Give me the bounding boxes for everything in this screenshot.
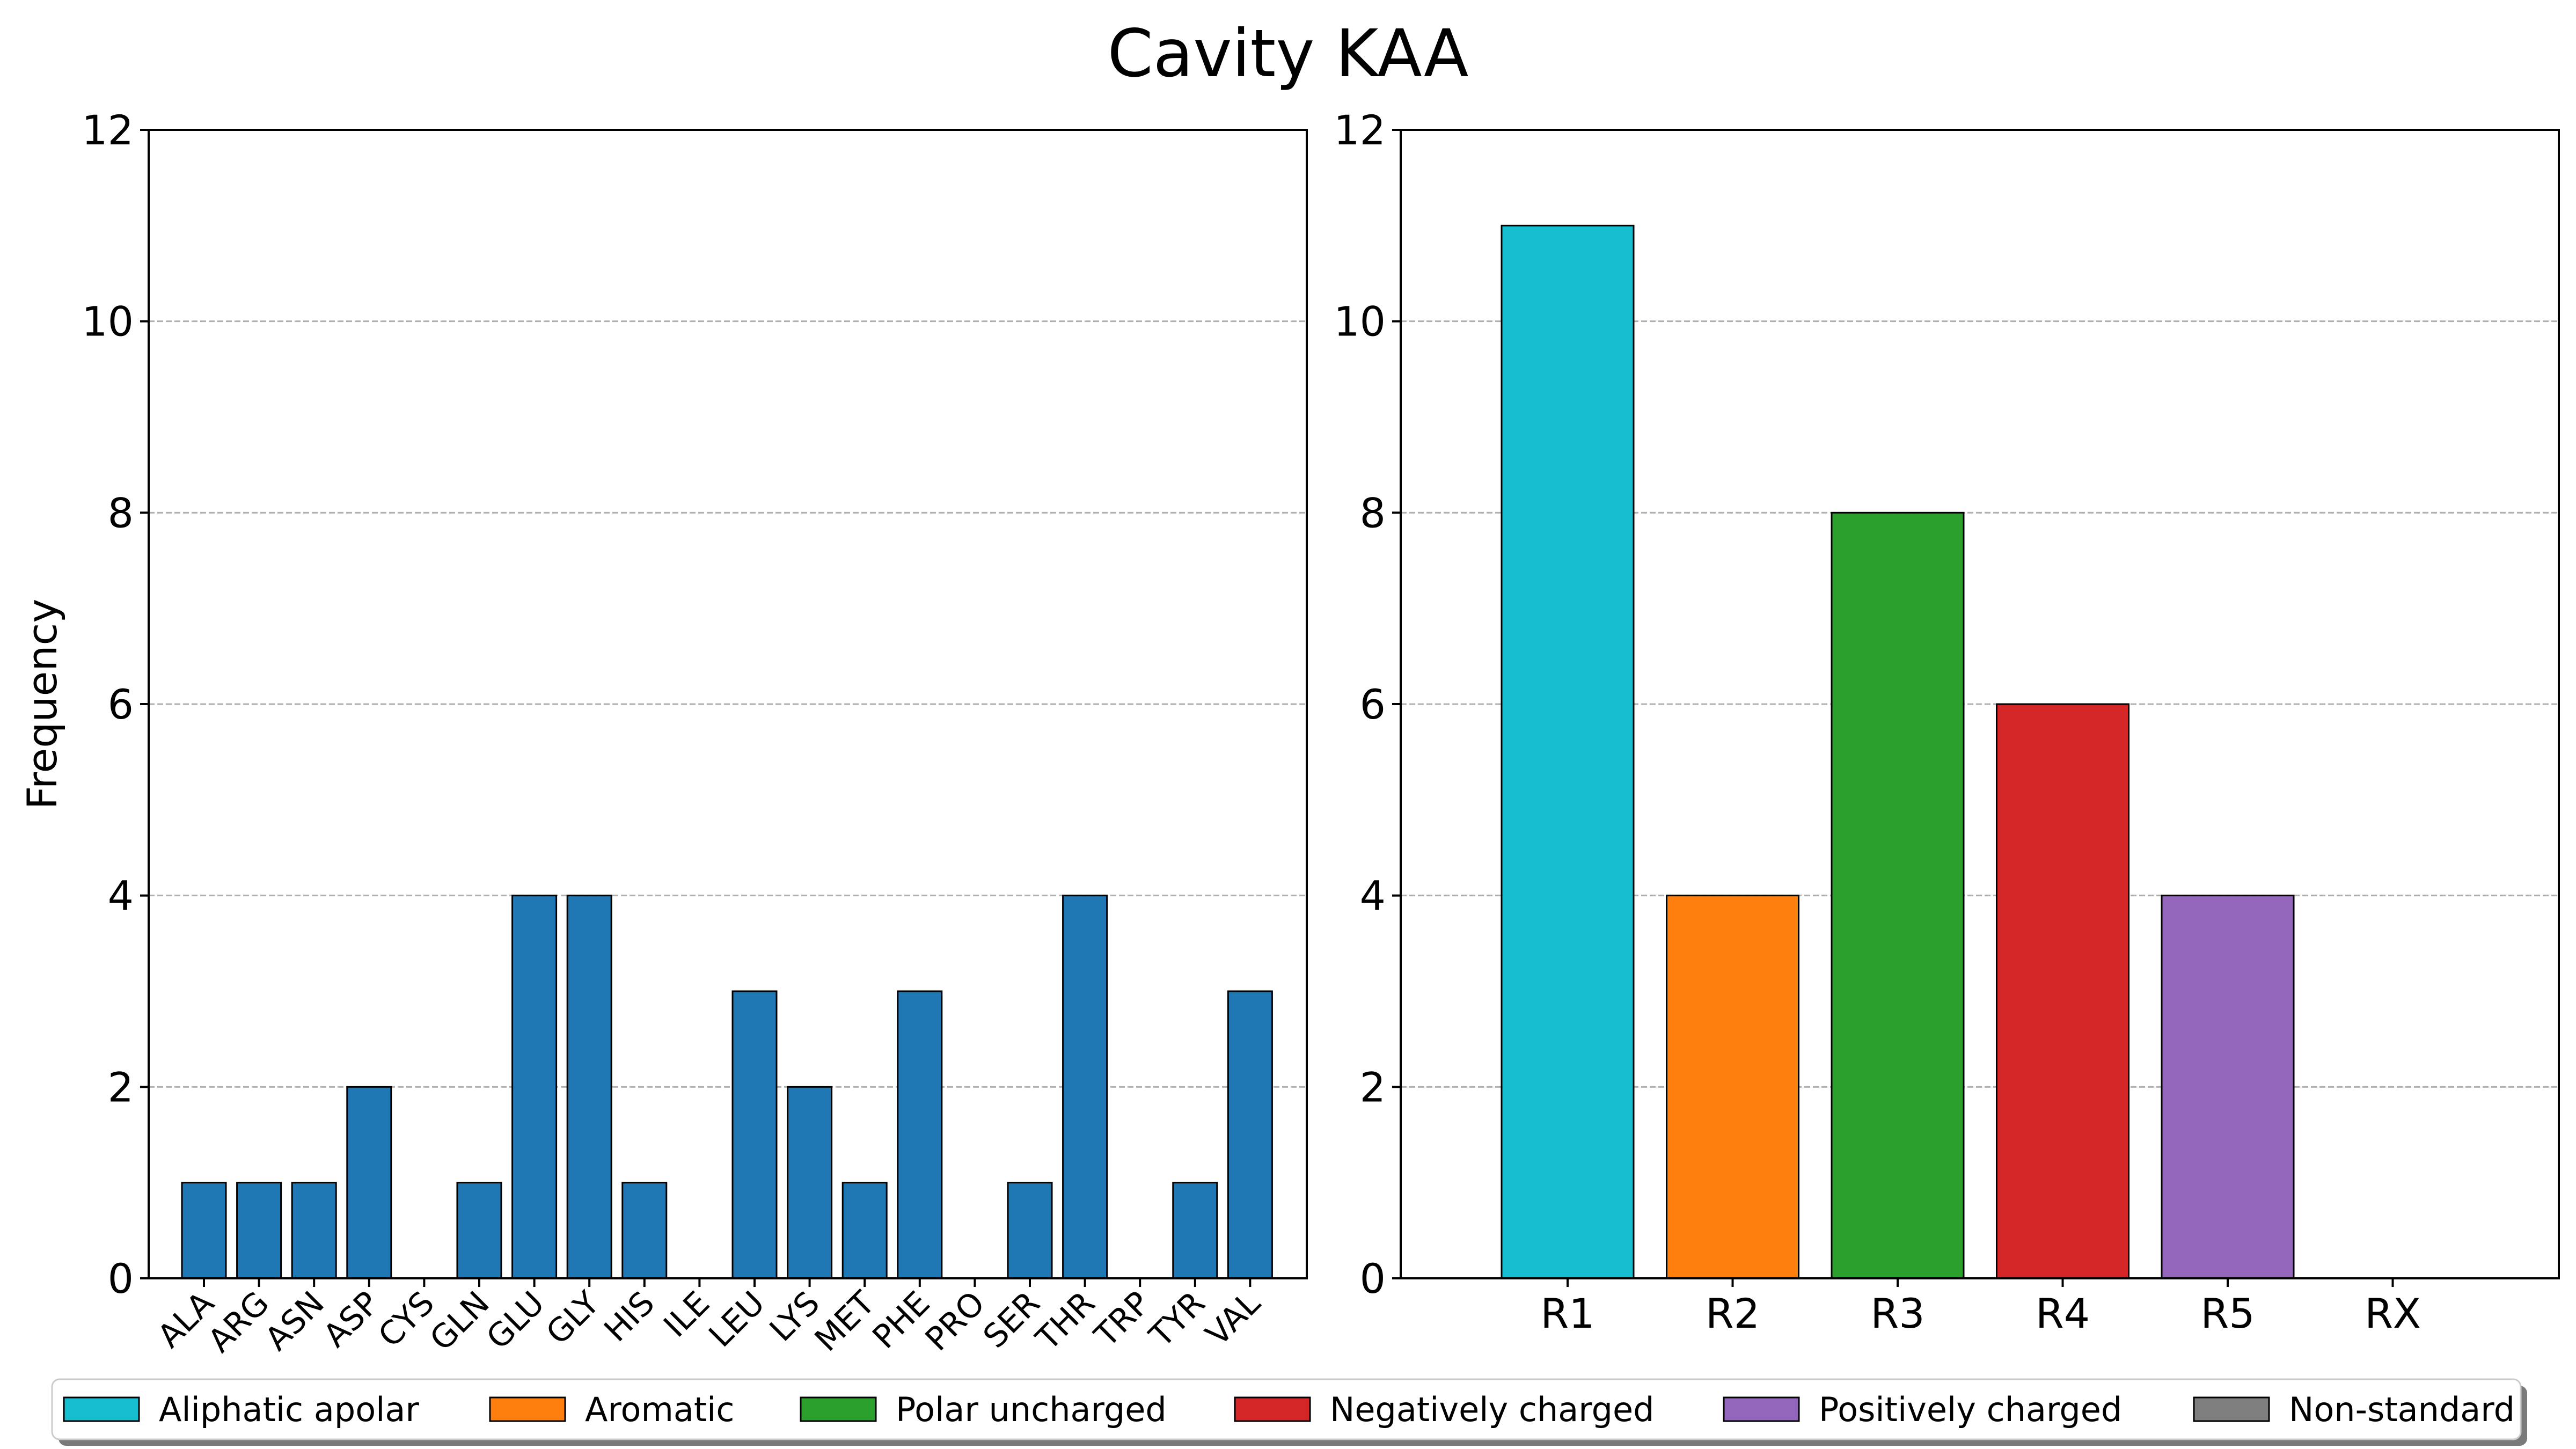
bar-asn (291, 1182, 337, 1279)
bar-lys (787, 1086, 833, 1279)
bar-ala (181, 1182, 227, 1279)
y-tick-label: 2 (1360, 1063, 1386, 1111)
legend-swatch (800, 1396, 877, 1422)
y-tick-label: 12 (1334, 106, 1386, 154)
legend-swatch (489, 1396, 566, 1422)
bar-arg (236, 1182, 282, 1279)
y-tick-label: 8 (108, 489, 134, 537)
x-tick-label: ARG (201, 1284, 276, 1360)
y-tick-label: 12 (82, 106, 134, 154)
y-tick-label: 4 (108, 872, 134, 920)
x-tick-label: R1 (1540, 1290, 1594, 1337)
x-tick-label: ILE (657, 1284, 717, 1344)
bar-r3 (1831, 511, 1965, 1279)
x-tick-label: TYR (1142, 1284, 1213, 1355)
bar-thr (1062, 895, 1108, 1279)
legend-label: Aromatic (585, 1390, 735, 1429)
bar-leu (731, 990, 778, 1279)
right-chart-panel: 0 2 4 6 8 10 12 R1 R2 R3 R4 R5 RX (1334, 106, 2560, 1337)
legend: Aliphatic apolar Aromatic Polar uncharged N… (51, 1378, 2527, 1446)
bar-r5 (2161, 895, 2295, 1279)
x-tick-label: ASN (258, 1284, 332, 1358)
x-tick-label: MET (808, 1284, 882, 1359)
bar-r1 (1501, 224, 1635, 1279)
legend-swatch (1723, 1396, 1800, 1422)
x-tick-label: GLU (479, 1284, 552, 1357)
legend-swatch (1234, 1396, 1311, 1422)
x-tick-label: ALA (150, 1284, 221, 1355)
y-tick-label: 4 (1360, 872, 1386, 920)
x-tick-label: SER (976, 1284, 1048, 1356)
bar-r2 (1666, 895, 1799, 1279)
bar-met (841, 1182, 888, 1279)
x-tick-label: R4 (2036, 1290, 2090, 1337)
x-tick-label: GLY (539, 1284, 608, 1352)
y-axis-label: Frequency (18, 599, 66, 810)
x-tick-label: THR (1029, 1284, 1103, 1358)
y-tick-label: 6 (1360, 680, 1386, 728)
legend-swatch (63, 1396, 140, 1422)
x-tick-label: TRP (1087, 1284, 1158, 1355)
bar-val (1227, 990, 1273, 1279)
y-tick-label: 0 (1360, 1255, 1386, 1302)
legend-label: Positively charged (1819, 1390, 2122, 1429)
y-tick-label: 10 (82, 298, 134, 346)
x-tick-label: CYS (371, 1284, 442, 1355)
x-tick-label: RX (2365, 1290, 2421, 1337)
bar-phe (897, 990, 943, 1279)
bar-tyr (1172, 1182, 1218, 1279)
x-tick-label: LEU (702, 1284, 772, 1355)
left-chart-panel: 0 2 4 6 8 10 12 ALAARGASNASPCYSGLNGLUGLYHISILEL… (18, 106, 1308, 1360)
legend-label: Negatively charged (1330, 1390, 1655, 1429)
legend-label: Aliphatic apolar (159, 1390, 419, 1429)
x-tick-label: R3 (1870, 1290, 1924, 1337)
y-tick-label: 0 (108, 1255, 134, 1302)
x-tick-label: GLN (423, 1284, 497, 1358)
x-tick-label: PRO (918, 1284, 992, 1358)
bar-gln (456, 1182, 502, 1279)
legend-label: Non-standard (2289, 1390, 2515, 1429)
bar-gly (566, 895, 612, 1279)
bar-asp (346, 1086, 392, 1279)
chart-title: Cavity KAA (1107, 16, 1468, 92)
x-tick-label: PHE (866, 1284, 938, 1356)
x-tick-label: VAL (1199, 1284, 1268, 1353)
x-tick-label: ASP (316, 1284, 386, 1355)
x-tick-label: R5 (2200, 1290, 2255, 1337)
x-tick-label: R2 (1706, 1290, 1760, 1337)
bar-ser (1007, 1182, 1053, 1279)
y-tick-label: 6 (108, 680, 134, 728)
y-tick-label: 2 (108, 1063, 134, 1111)
y-tick-label: 8 (1360, 489, 1386, 537)
legend-swatch (2193, 1396, 2270, 1422)
y-tick-label: 10 (1334, 298, 1386, 346)
bar-glu (511, 895, 558, 1279)
bar-r4 (1996, 703, 2129, 1279)
bar-his (621, 1182, 668, 1279)
x-tick-label: HIS (597, 1284, 662, 1349)
legend-label: Polar uncharged (896, 1390, 1167, 1429)
